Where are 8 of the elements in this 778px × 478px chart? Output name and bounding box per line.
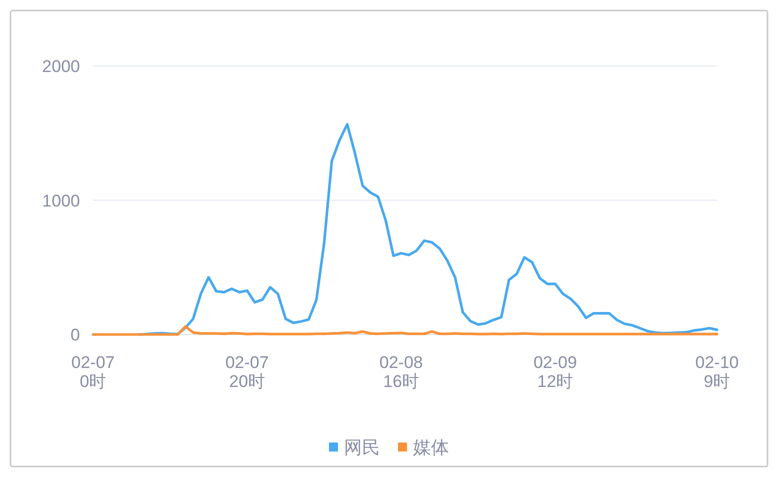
ytick-label: 1000 <box>42 191 80 210</box>
xtick-label: 02-07 20时 <box>225 353 269 391</box>
ytick-label: 2000 <box>42 57 80 76</box>
xtick-label: 02-07 0时 <box>71 353 115 391</box>
xtick-label: 02-10 9时 <box>695 353 739 391</box>
ytick-label: 0 <box>70 326 80 344</box>
xtick-label: 02-08 16时 <box>379 353 423 391</box>
xtick-label: 02-09 12时 <box>533 353 577 391</box>
